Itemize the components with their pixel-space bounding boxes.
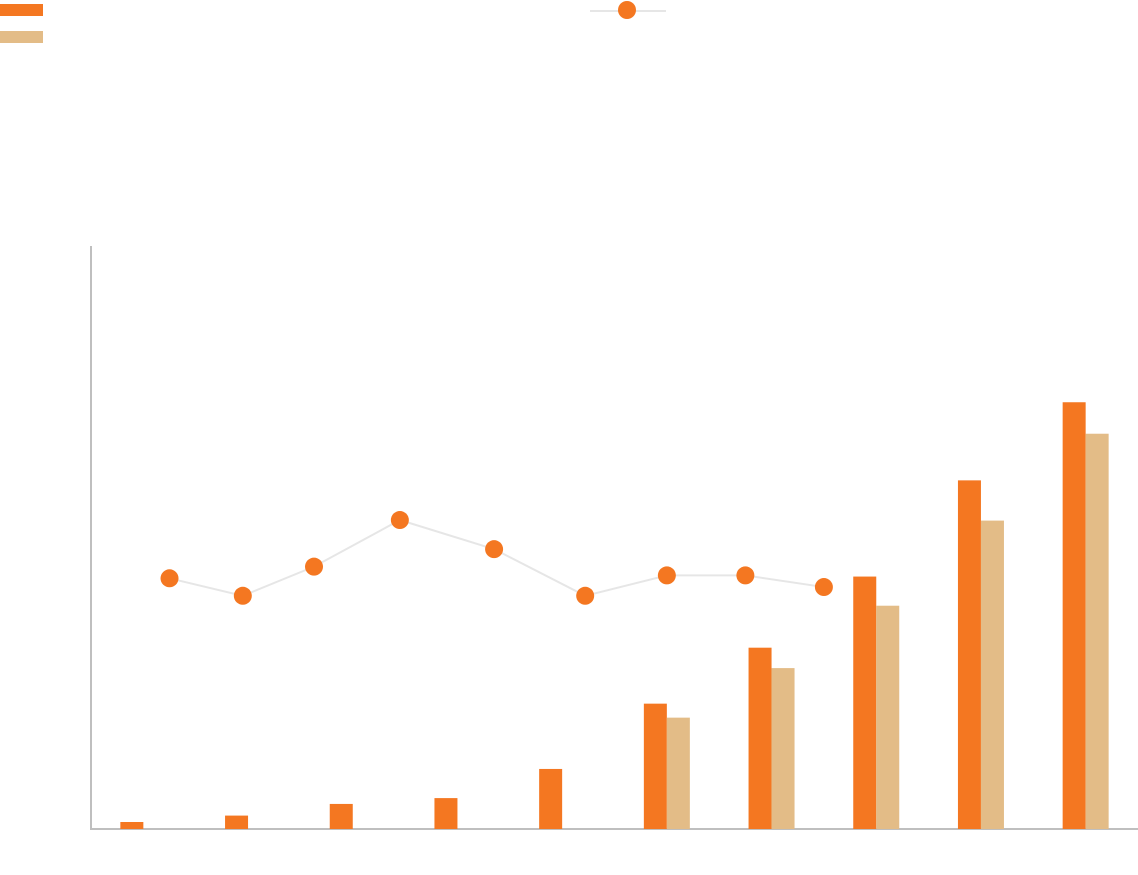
bar-series-2-9 xyxy=(980,520,1004,829)
line-point-4 xyxy=(390,511,409,530)
line-series-path xyxy=(169,518,825,597)
bar-series-1-10 xyxy=(1062,402,1086,829)
bars-layer xyxy=(120,402,1109,829)
bar-series-1-8 xyxy=(853,576,877,829)
line-point-8 xyxy=(736,566,755,585)
line-point-5 xyxy=(485,540,504,559)
bar-series-1-9 xyxy=(957,480,981,829)
bar-series-2-8 xyxy=(876,605,900,829)
bar-series-1-7 xyxy=(748,647,772,829)
bar-series-1-4 xyxy=(434,798,458,829)
line-point-1 xyxy=(160,569,179,588)
legend xyxy=(0,1,666,43)
bar-series-2-7 xyxy=(771,668,795,829)
line-point-9 xyxy=(814,578,833,597)
bar-series-1-3 xyxy=(329,803,353,829)
bar-series-1-6 xyxy=(643,703,667,829)
bar-series-1-1 xyxy=(120,822,144,829)
legend-swatch-series-1 xyxy=(0,4,43,16)
legend-marker-series-3 xyxy=(618,1,636,19)
line-series-layer xyxy=(160,511,833,605)
line-point-3 xyxy=(305,557,324,576)
legend-swatch-series-2 xyxy=(0,31,43,43)
bar-series-2-6 xyxy=(666,717,690,829)
bar-series-1-5 xyxy=(539,768,563,829)
line-point-7 xyxy=(657,566,676,585)
line-point-2 xyxy=(233,586,252,605)
bar-series-1-2 xyxy=(225,815,249,829)
bar-series-2-10 xyxy=(1085,433,1109,829)
line-point-6 xyxy=(576,586,595,605)
